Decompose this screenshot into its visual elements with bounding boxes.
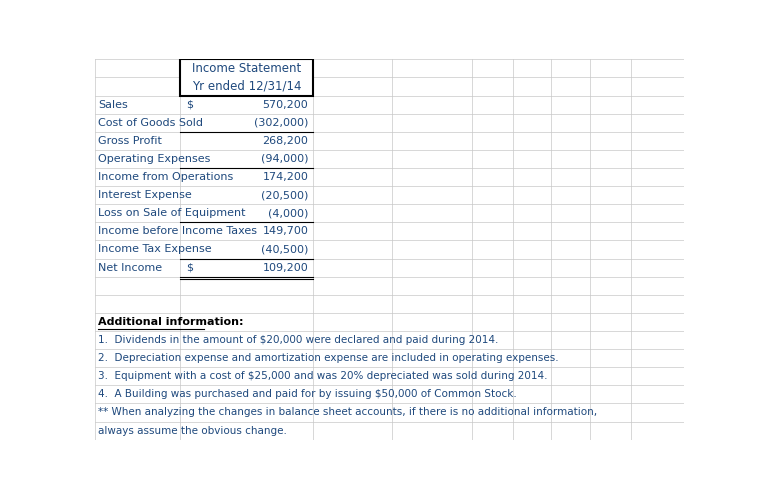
Bar [180, 59, 313, 95]
Text: 3.  Equipment with a cost of $25,000 and was 20% depreciated was sold during 201: 3. Equipment with a cost of $25,000 and … [98, 371, 547, 381]
Text: Income from Operations: Income from Operations [98, 172, 233, 182]
Text: Interest Expense: Interest Expense [98, 190, 192, 200]
Text: (20,500): (20,500) [261, 190, 309, 200]
Text: 1.  Dividends in the amount of $20,000 were declared and paid during 2014.: 1. Dividends in the amount of $20,000 we… [98, 335, 499, 345]
Text: Gross Profit: Gross Profit [98, 136, 162, 146]
Text: (4,000): (4,000) [268, 208, 309, 218]
Text: Cost of Goods Sold: Cost of Goods Sold [98, 118, 203, 127]
Text: Additional information:: Additional information: [98, 317, 243, 327]
Text: Income before Income Taxes: Income before Income Taxes [98, 226, 257, 236]
Text: (302,000): (302,000) [254, 118, 309, 127]
Text: Yr ended 12/31/14: Yr ended 12/31/14 [192, 80, 302, 93]
Text: Net Income: Net Income [98, 263, 162, 273]
Text: Income Statement: Income Statement [192, 62, 301, 75]
Text: ** When analyzing the changes in balance sheet accounts, if there is no addition: ** When analyzing the changes in balance… [98, 408, 597, 417]
Text: Income Tax Expense: Income Tax Expense [98, 245, 211, 254]
Text: 109,200: 109,200 [262, 263, 309, 273]
Text: 4.  A Building was purchased and paid for by issuing $50,000 of Common Stock.: 4. A Building was purchased and paid for… [98, 389, 517, 399]
Text: (94,000): (94,000) [261, 154, 309, 164]
Text: always assume the obvious change.: always assume the obvious change. [98, 426, 287, 436]
Text: 149,700: 149,700 [262, 226, 309, 236]
Text: (40,500): (40,500) [261, 245, 309, 254]
Text: 570,200: 570,200 [262, 100, 309, 110]
Text: Operating Expenses: Operating Expenses [98, 154, 211, 164]
Text: Sales: Sales [98, 100, 128, 110]
Text: $: $ [186, 100, 193, 110]
Text: $: $ [186, 263, 193, 273]
Text: 268,200: 268,200 [262, 136, 309, 146]
Text: Loss on Sale of Equipment: Loss on Sale of Equipment [98, 208, 245, 218]
Text: 174,200: 174,200 [262, 172, 309, 182]
Text: 2.  Depreciation expense and amortization expense are included in operating expe: 2. Depreciation expense and amortization… [98, 353, 559, 363]
